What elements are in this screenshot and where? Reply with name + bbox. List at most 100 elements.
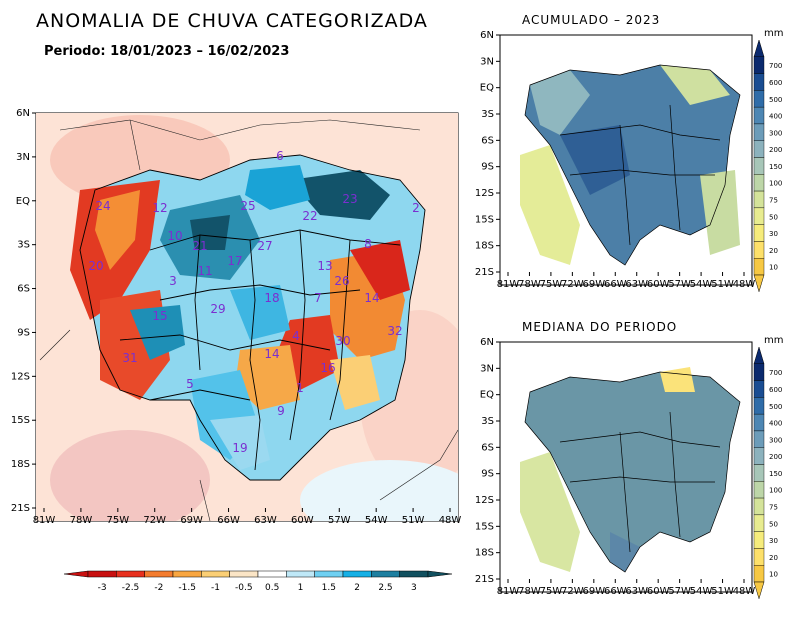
mm-scale-label: 10	[769, 264, 778, 272]
lon-tick-label: 54W	[690, 586, 713, 597]
lon-tick-label: 63W	[625, 586, 648, 597]
mm-scale-swatch	[753, 497, 765, 516]
basin-label: 17	[227, 254, 242, 268]
mm-scale-swatch	[753, 397, 765, 415]
lat-tick-label: 3S	[481, 416, 494, 427]
mm-scale-label: 500	[769, 96, 782, 104]
basin-label: 10	[167, 229, 182, 243]
lon-tick-label: 75W	[107, 515, 130, 526]
mm-scale-swatch	[753, 258, 765, 276]
lon-tick-label: 66W	[604, 586, 627, 597]
basin-label: 21	[192, 239, 207, 253]
mm-scale-label: 75	[769, 503, 778, 511]
lon-tick-label: 57W	[668, 279, 691, 290]
basin-label: 7	[314, 291, 322, 305]
colorbar-swatch	[314, 570, 344, 578]
mm-scale-swatch	[753, 548, 765, 566]
lat-tick-label: 18S	[11, 459, 30, 470]
basin-label: 29	[210, 302, 225, 316]
basin-label: 25	[240, 199, 255, 213]
mm-scale-swatch	[753, 413, 765, 432]
mm-scale-label: 150	[769, 470, 782, 478]
colorbar-swatch	[229, 570, 259, 578]
lon-tick-label: 72W	[561, 586, 584, 597]
mm-scale-swatch	[753, 106, 765, 125]
basin-label: 4	[292, 329, 300, 343]
median-map: 6N 3N EQ 3S 6S 9S 12S 15S 18S 21S 81W78W75W72W69W…	[475, 337, 755, 597]
mm-unit-bottom: mm	[764, 335, 784, 346]
lon-tick-label: 69W	[583, 279, 606, 290]
lon-tick-label: 75W	[540, 586, 563, 597]
mm-scale-swatch	[753, 174, 765, 192]
lon-tick-label: 60W	[291, 515, 314, 526]
anomaly-colorbar: -3 -2.5 -2 -1.5 -1 -0.5 0.5 1 1.5 2 2.5 3	[63, 570, 453, 593]
lon-tick-label: 66W	[217, 515, 240, 526]
lon-tick-label: 66W	[604, 279, 627, 290]
mm-scale-swatch	[753, 565, 765, 583]
basin-label: 18	[264, 291, 279, 305]
mm-scale-top-arrow	[753, 347, 765, 365]
mm-scale-label: 20	[769, 554, 778, 562]
mm-scale-label: 30	[769, 537, 778, 545]
lon-tick-label: 69W	[180, 515, 203, 526]
colorbar-label: -2.5	[122, 583, 140, 593]
basin-label: 2	[412, 201, 420, 215]
mm-scale-bottom-arrow	[753, 274, 765, 293]
colorbar-swatch	[201, 570, 230, 578]
lat-tick-label: 21S	[11, 503, 30, 514]
lat-tick-label: 18S	[475, 548, 494, 559]
colorbar-left-arrow	[63, 570, 89, 578]
lat-tick-label: 3N	[16, 152, 30, 163]
lat-tick-label: 3N	[480, 363, 494, 374]
mm-scale-swatch	[753, 531, 765, 549]
lon-tick-label: 75W	[540, 279, 563, 290]
lon-tick-label: 63W	[625, 279, 648, 290]
lon-tick-label: 57W	[668, 586, 691, 597]
mm-scale-swatch	[753, 56, 765, 74]
lon-tick-label: 81W	[33, 515, 56, 526]
colorbar-swatch	[116, 570, 145, 578]
mm-scale-swatch	[753, 481, 765, 499]
mm-scale-label: 300	[769, 436, 782, 444]
colorbar-label: 3	[411, 583, 417, 593]
lon-tick-label: 51W	[402, 515, 425, 526]
lon-tick-label: 60W	[647, 279, 670, 290]
mm-scale-label: 500	[769, 403, 782, 411]
mm-scale-label: 10	[769, 571, 778, 579]
lat-tick-label: 9S	[481, 469, 494, 480]
basin-label: 30	[335, 334, 350, 348]
mm-scale-label: 200	[769, 453, 782, 461]
mm-scale-label: 75	[769, 196, 778, 204]
lat-tick-label: 6N	[16, 108, 30, 119]
lon-tick-label: 81W	[497, 586, 520, 597]
basin-label: 3	[169, 274, 177, 288]
mm-scale-swatch	[753, 123, 765, 141]
mm-scale-label: 20	[769, 247, 778, 255]
mm-scale-swatch	[753, 224, 765, 242]
lon-tick-label: 78W	[70, 515, 93, 526]
mm-unit-top: mm	[764, 28, 784, 39]
basin-label: 8	[364, 237, 372, 251]
colorbar-swatch	[87, 570, 117, 578]
basin-label: 14	[264, 347, 279, 361]
colorbar-swatch	[144, 570, 174, 578]
mm-scale-swatch	[753, 73, 765, 91]
lat-tick-label: 15S	[475, 521, 494, 532]
colorbar-swatch	[286, 570, 315, 578]
basin-label: 20	[88, 259, 103, 273]
basin-label: 22	[302, 209, 317, 223]
mm-scale-label: 400	[769, 420, 782, 428]
lon-tick-label: 54W	[690, 279, 713, 290]
basin-label: 1	[296, 381, 304, 395]
mm-scale-swatch	[753, 207, 765, 225]
lon-tick-label: 48W	[733, 279, 756, 290]
lat-tick-label: EQ	[16, 196, 30, 207]
mm-scale-swatch	[753, 447, 765, 465]
mm-scale-label: 200	[769, 146, 782, 154]
mm-scale-label: 50	[769, 520, 778, 528]
basin-label: 14	[364, 291, 379, 305]
basin-label: 23	[342, 192, 357, 206]
accumulated-title: ACUMULADO – 2023	[522, 13, 661, 27]
mm-scale-label: 700	[769, 369, 782, 377]
